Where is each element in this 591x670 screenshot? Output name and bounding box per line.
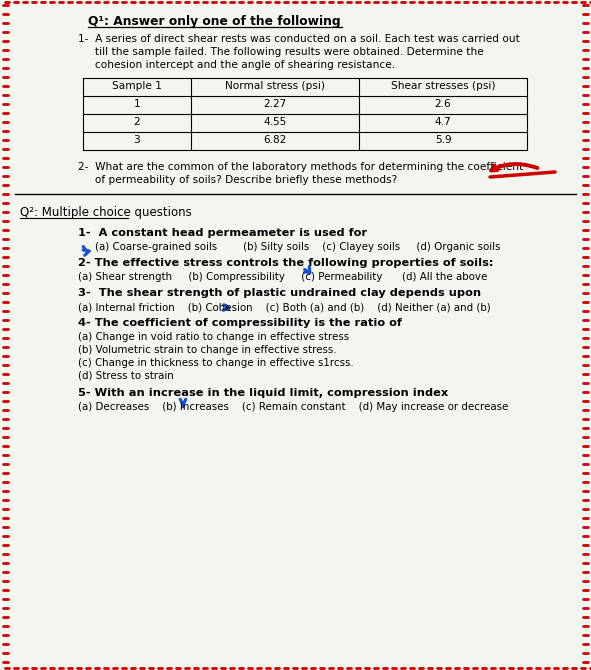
Text: (a) Decreases    (b) Increases    (c) Remain constant    (d) May increase or dec: (a) Decreases (b) Increases (c) Remain c… <box>78 402 508 412</box>
Text: (a) Shear strength     (b) Compressibility     (c) Permeability      (d) All the: (a) Shear strength (b) Compressibility (… <box>78 272 488 282</box>
Text: 4.7: 4.7 <box>435 117 452 127</box>
Text: Sample 1: Sample 1 <box>112 81 162 91</box>
Text: 1-  A constant head permeameter is used for: 1- A constant head permeameter is used f… <box>78 228 367 238</box>
Text: (c) Change in thickness to change in effective s1rcss.: (c) Change in thickness to change in eff… <box>78 358 353 368</box>
Text: Shear stresses (psi): Shear stresses (psi) <box>391 81 495 91</box>
Text: 2.27: 2.27 <box>264 99 287 109</box>
Text: (b) Volumetric strain to change in effective stress.: (b) Volumetric strain to change in effec… <box>78 345 336 355</box>
Text: 1: 1 <box>134 99 140 109</box>
Text: 5- With an increase in the liquid limit, compression index: 5- With an increase in the liquid limit,… <box>78 388 448 398</box>
Text: 2.6: 2.6 <box>435 99 452 109</box>
Text: (a) Internal friction    (b) Cohesion    (c) Both (a) and (b)    (d) Neither (a): (a) Internal friction (b) Cohesion (c) B… <box>78 302 491 312</box>
Text: (a) Change in void ratio to change in effective stress: (a) Change in void ratio to change in ef… <box>78 332 349 342</box>
Text: 4- The coefficient of compressibility is the ratio of: 4- The coefficient of compressibility is… <box>78 318 402 328</box>
Text: (d) Stress to strain: (d) Stress to strain <box>78 371 174 381</box>
Text: 4.55: 4.55 <box>264 117 287 127</box>
Text: 1-  A series of direct shear rests was conducted on a soil. Each test was carrie: 1- A series of direct shear rests was co… <box>78 34 520 44</box>
Text: Q²: Multiple choice questions: Q²: Multiple choice questions <box>20 206 191 219</box>
Text: 3-  The shear strength of plastic undrained clay depends upon: 3- The shear strength of plastic undrain… <box>78 288 481 298</box>
Text: Q¹: Answer only one of the following: Q¹: Answer only one of the following <box>88 15 340 28</box>
Text: 6.82: 6.82 <box>264 135 287 145</box>
Text: 5.9: 5.9 <box>435 135 452 145</box>
Text: (a) Coarse-grained soils        (b) Silty soils    (c) Clayey soils     (d) Orga: (a) Coarse-grained soils (b) Silty soils… <box>95 242 501 252</box>
Text: of permeability of soils? Describe briefly these methods?: of permeability of soils? Describe brief… <box>78 175 397 185</box>
Text: 2-  What are the common of the laboratory methods for determining the coefficien: 2- What are the common of the laboratory… <box>78 162 523 172</box>
Text: 3: 3 <box>134 135 141 145</box>
Text: Normal stress (psi): Normal stress (psi) <box>225 81 325 91</box>
Text: 2- The effective stress controls the following properties of soils:: 2- The effective stress controls the fol… <box>78 258 493 268</box>
Text: cohesion intercept and the angle of shearing resistance.: cohesion intercept and the angle of shea… <box>78 60 395 70</box>
Text: 2: 2 <box>134 117 140 127</box>
Text: till the sample failed. The following results were obtained. Determine the: till the sample failed. The following re… <box>78 47 484 57</box>
